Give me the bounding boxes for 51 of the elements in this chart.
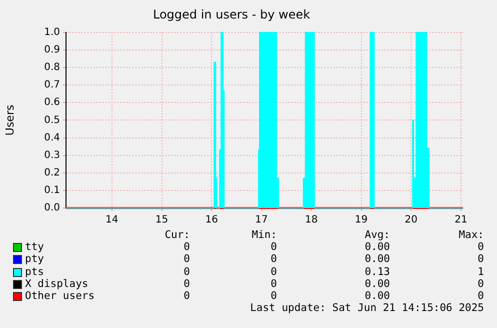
- text: 0: [182, 241, 190, 254]
- x-tick-label: 16: [205, 214, 218, 226]
- text: 0: [270, 290, 277, 302]
- y-tick-label: 0.2: [44, 167, 60, 178]
- text: 0.00: [364, 278, 390, 290]
- y-tick-label: 0.6: [44, 97, 60, 108]
- y-axis-title: Users: [3, 104, 16, 136]
- y-tick-label: 0.7: [44, 80, 60, 91]
- text: 1: [476, 266, 484, 278]
- legend-label: Other users: [25, 290, 95, 302]
- y-tick-label: 0.4: [44, 132, 60, 144]
- text: 0.00: [364, 253, 390, 266]
- y-tick-label: 1.0: [44, 26, 60, 38]
- text: 0: [270, 241, 277, 254]
- text: 0: [270, 266, 277, 278]
- legend-label: tty: [25, 241, 44, 254]
- text: 0: [182, 278, 190, 290]
- text: 0: [270, 253, 277, 266]
- text: Avg:: [364, 229, 390, 241]
- y-tick-label: 0.3: [44, 150, 60, 161]
- x-tick-label: 19: [354, 214, 368, 226]
- x-tick-label: 20: [404, 214, 418, 226]
- text: 0: [270, 278, 277, 290]
- y-tick-label: 0.0: [44, 202, 60, 214]
- y-tick-label: 0.9: [44, 44, 60, 56]
- text: Max:: [458, 229, 484, 241]
- text: 0: [476, 241, 484, 254]
- text: 0: [476, 278, 484, 290]
- x-tick-label: 14: [106, 214, 118, 226]
- x-tick-label: 18: [305, 214, 318, 226]
- legend-label: pty: [25, 253, 44, 266]
- x-tick-label: 17: [255, 214, 268, 226]
- y-tick-label: 0.8: [44, 62, 60, 74]
- text: 0: [182, 290, 190, 302]
- text: 0: [182, 266, 190, 278]
- text: 0: [476, 253, 484, 266]
- text: 0: [476, 290, 484, 302]
- text: Cur:: [164, 229, 190, 241]
- text: Min:: [250, 229, 277, 241]
- text: 0.00: [364, 241, 390, 254]
- y-tick-label: 0.1: [44, 185, 60, 196]
- x-tick-label: 15: [155, 214, 168, 226]
- chart-title: Logged in users - by week: [152, 7, 310, 22]
- text: 0.13: [364, 266, 390, 278]
- legend-label: X displays: [25, 278, 88, 290]
- x-tick-label: 21: [454, 214, 468, 226]
- y-tick-label: 0.5: [44, 114, 60, 126]
- legend-label: pts: [25, 266, 44, 278]
- text: 0: [182, 253, 190, 266]
- text: 0.00: [364, 290, 390, 302]
- text: Last update: Sat Jun 21 14:15:06 2025: [250, 302, 484, 314]
